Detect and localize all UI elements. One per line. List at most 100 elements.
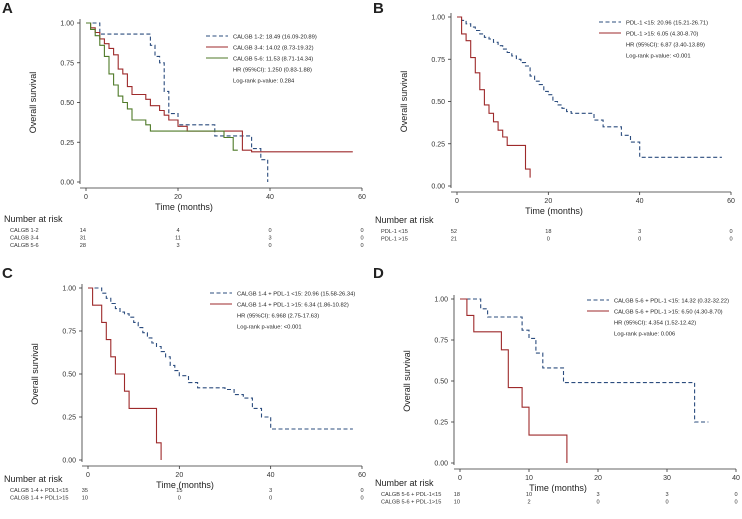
risk-count: 18 [454,492,460,498]
risk-count: 0 [268,228,271,234]
risk-count: 18 [545,229,551,235]
legend-label-1: CALGB 1-4 + PDL-1 <15: 20.96 (15.58-26.3… [237,291,355,297]
y-tick-label: 0.00 [60,180,74,187]
y-axis-title: Overall survival [399,71,409,133]
panel-d: D 0.00 0.25 0.50 0.75 1.00 0 10 20 30 40 Overall s… [371,259,742,519]
risk-table-title: Number at risk [375,478,434,488]
risk-count: 3 [665,492,668,498]
risk-table-title: Number at risk [4,214,63,224]
risk-count: 0 [638,237,641,243]
risk-count: 0 [178,496,181,502]
y-axis-title: Overall survival [402,350,412,412]
y-tick-label: 0.50 [431,99,445,106]
y-tick-label: 0.00 [434,461,448,468]
risk-count: 4 [176,228,179,234]
x-tick-label: 40 [732,475,740,482]
y-tick-label: 0.75 [60,60,74,67]
risk-count: 28 [80,243,86,249]
risk-count: 3 [176,243,179,249]
legend-label-2: CALGB 5-6 + PDL-1 >15: 6.50 (4.30-8.70) [614,309,723,315]
risk-row-label: CALGB 5-6 [10,243,39,249]
survival-curve-1 [86,22,269,182]
x-axis-title: Time (months) [525,206,583,216]
risk-count: 31 [80,236,86,242]
risk-row-label: CALGB 3-4 [10,236,39,242]
x-tick-label: 0 [455,198,459,205]
y-tick-label: 0.75 [431,57,445,64]
legend-label-2: PDL-1 >15: 6.05 (4.30-8.70) [626,31,698,37]
y-tick-label: 0.75 [434,338,448,345]
risk-count: 0 [734,492,737,498]
log-rank-p-text: Log-rank p-value: <0.001 [237,324,302,330]
x-axis-title: Time (months) [155,202,213,212]
risk-count: 3 [596,492,599,498]
x-tick-label: 20 [594,475,602,482]
hazard-ratio-text: HR (95%CI): 6.968 (2.75-17.63) [237,313,319,319]
risk-row-label: PDL-1 >15 [381,237,408,243]
y-tick-label: 0.75 [62,329,76,336]
hazard-ratio-text: HR (95%CI): 6.87 (3.40-13.89) [626,42,705,48]
risk-row-label: CALGB 1-4 + PDL1<15 [10,488,68,494]
y-tick-label: 0.25 [60,140,74,147]
y-tick-label: 0.50 [434,379,448,386]
x-tick-label: 60 [358,194,366,201]
x-tick-label: 40 [267,472,275,479]
x-tick-label: 20 [175,472,183,479]
y-tick-label: 0.50 [60,100,74,107]
survival-curve-2 [460,298,568,463]
panel-letter-a: A [2,0,13,17]
km-chart-c: 0.00 0.25 0.50 0.75 1.00 0 20 40 60 Overall survi… [4,284,366,502]
y-tick-label: 1.00 [62,286,76,293]
x-tick-label: 60 [358,472,366,479]
risk-count: 21 [451,237,457,243]
hazard-ratio-text: HR (95%CI): 1.250 (0.83-1.88) [233,67,312,73]
risk-count: 0 [268,243,271,249]
legend-label-3: CALGB 5-6: 11.53 (8.71-14.34) [233,56,313,62]
risk-count: 0 [360,243,363,249]
panel-a: A 0.00 0.25 0.50 0.75 1.00 0 20 40 60 Overall sur… [0,0,371,259]
x-tick-label: 0 [86,472,90,479]
survival-curve-2 [86,22,353,153]
x-tick-label: 30 [663,475,671,482]
log-rank-p-text: Log-rank p-value: 0.284 [233,78,295,84]
km-chart-b: 0.00 0.25 0.50 0.75 1.00 0 20 40 60 Overall survi… [375,13,735,243]
risk-row-label: CALGB 5-6 + PDL-1>15 [381,500,441,506]
x-tick-label: 40 [266,194,274,201]
risk-count: 2 [527,500,530,506]
x-axis-title: Time (months) [529,483,587,493]
y-axis-title: Overall survival [30,343,40,405]
y-axis-title: Overall survival [28,72,38,134]
risk-count: 0 [547,237,550,243]
risk-count: 0 [734,500,737,506]
survival-curve-2 [88,287,162,460]
x-tick-label: 0 [458,475,462,482]
legend-label-1: CALGB 1-2: 18.49 (16.09-20.89) [233,34,317,40]
risk-count: 0 [360,228,363,234]
y-tick-label: 0.25 [431,141,445,148]
x-tick-label: 40 [636,198,644,205]
panel-b: B 0.00 0.25 0.50 0.75 1.00 0 20 40 60 Overall sur… [371,0,742,259]
y-tick-label: 1.00 [60,21,74,28]
risk-row-label: CALGB 5-6 + PDL-1<15 [381,492,441,498]
risk-count: 0 [360,488,363,494]
panel-c: C 0.00 0.25 0.50 0.75 1.00 0 20 40 60 Overall sur… [0,259,371,519]
x-tick-label: 0 [84,194,88,201]
risk-row-label: CALGB 1-2 [10,228,39,234]
legend-label-1: PDL-1 <15: 20.96 (15.21-26.71) [626,20,708,26]
risk-count: 10 [454,500,460,506]
panel-letter-d: D [373,265,384,282]
risk-count: 3 [268,236,271,242]
risk-count: 52 [451,229,457,235]
risk-count: 3 [638,229,641,235]
x-tick-label: 20 [544,198,552,205]
risk-count: 0 [360,496,363,502]
panel-letter-b: B [373,0,384,17]
risk-table-title: Number at risk [4,474,63,484]
risk-count: 0 [360,236,363,242]
x-axis-title: Time (months) [156,480,214,490]
risk-count: 0 [729,237,732,243]
y-tick-label: 0.50 [62,372,76,379]
risk-count: 0 [269,496,272,502]
